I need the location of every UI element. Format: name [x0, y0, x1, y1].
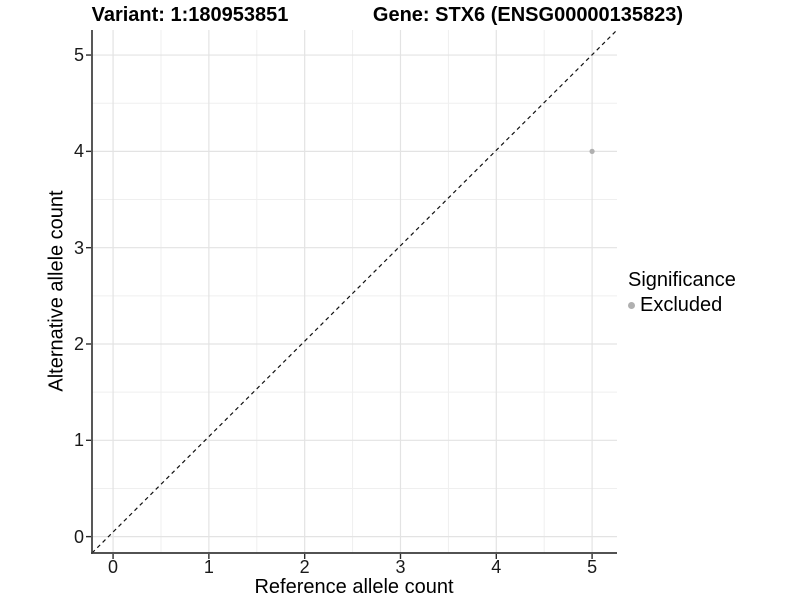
x-tick-label: 2 — [299, 557, 310, 577]
y-tick-label: 0 — [73, 526, 84, 547]
legend-point-icon — [628, 301, 635, 309]
plot-title-gene: Gene: STX6 (ENSG00000135823) — [372, 4, 684, 26]
legend-item-label: Excluded — [640, 294, 723, 316]
y-tick-label: 2 — [73, 333, 84, 354]
y-tick-label: 3 — [73, 237, 84, 258]
x-tick-label: 5 — [587, 557, 598, 577]
legend: Significance Excluded — [628, 268, 736, 317]
x-tick-label: 3 — [395, 557, 406, 577]
y-tick-label: 4 — [73, 141, 84, 162]
x-tick-label: 1 — [203, 557, 214, 577]
y-tick-label: 5 — [73, 45, 84, 66]
plot-title-variant: Variant: 1:180953851 — [91, 4, 289, 26]
x-tick-label: 4 — [491, 557, 502, 577]
data-point — [589, 148, 595, 154]
legend-item-excluded: Excluded — [628, 293, 736, 317]
x-axis-title: Reference allele count — [254, 576, 454, 598]
x-tick-label: 0 — [108, 557, 119, 577]
y-tick-label: 1 — [73, 430, 84, 451]
identity-reference-line — [91, 29, 618, 554]
y-axis-title: Alternative allele count — [45, 190, 68, 392]
legend-title: Significance — [628, 269, 736, 291]
